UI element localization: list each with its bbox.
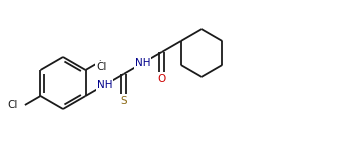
Text: Cl: Cl — [96, 62, 106, 72]
Text: O: O — [158, 74, 166, 84]
Text: Cl: Cl — [8, 100, 18, 110]
Text: S: S — [120, 96, 127, 106]
Text: NH: NH — [135, 58, 150, 68]
Text: NH: NH — [97, 80, 112, 90]
